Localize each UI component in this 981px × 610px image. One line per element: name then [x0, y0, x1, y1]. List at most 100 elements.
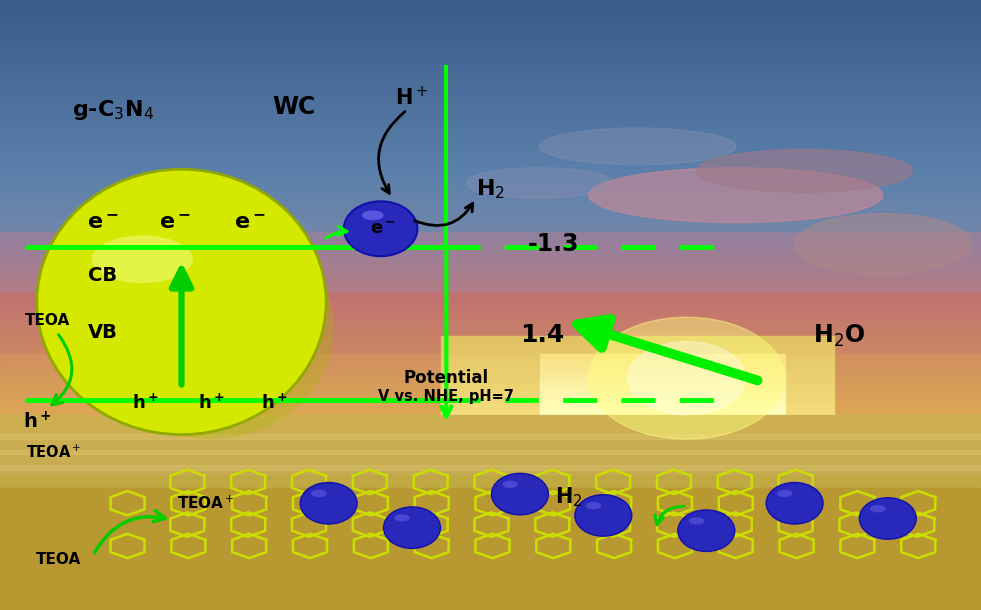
Bar [441, 390, 834, 395]
Bar [0, 205, 981, 208]
Ellipse shape [37, 169, 326, 434]
Bar [0, 347, 981, 350]
Bar [0, 304, 981, 307]
Bar [0, 419, 981, 422]
Bar [0, 330, 981, 332]
Text: $\mathbf{e^-}$: $\mathbf{e^-}$ [234, 213, 266, 232]
Bar [0, 309, 981, 312]
Bar [0, 297, 981, 300]
Bar [0, 64, 981, 68]
Bar [0, 382, 981, 385]
Bar [441, 409, 834, 414]
Bar [0, 525, 981, 530]
Ellipse shape [466, 168, 613, 198]
Bar [0, 269, 981, 271]
Bar [0, 358, 981, 361]
Bar [0, 321, 981, 324]
Bar [0, 90, 981, 94]
Bar [540, 374, 785, 378]
Bar [0, 475, 981, 479]
Text: VB: VB [88, 323, 118, 342]
Bar [0, 174, 981, 176]
Bar [0, 292, 981, 295]
Bar [0, 414, 981, 417]
Text: H$_2$: H$_2$ [476, 178, 505, 201]
Bar [0, 431, 981, 434]
Ellipse shape [777, 490, 793, 497]
FancyArrowPatch shape [577, 319, 757, 381]
Bar [0, 188, 981, 191]
Bar [441, 381, 834, 386]
Bar [441, 400, 834, 404]
Bar [0, 357, 981, 359]
Text: -1.3: -1.3 [528, 232, 579, 256]
Bar [0, 544, 981, 549]
Bar [0, 479, 981, 483]
Bar [0, 541, 981, 546]
Bar [0, 511, 981, 515]
Bar [0, 553, 981, 559]
Text: $\mathbf{h^+}$: $\mathbf{h^+}$ [197, 393, 225, 412]
Bar [0, 542, 981, 547]
Bar [441, 422, 834, 427]
Ellipse shape [343, 201, 418, 256]
Bar [441, 367, 834, 372]
Bar [0, 581, 981, 587]
Bar [0, 520, 981, 525]
Bar [0, 362, 981, 365]
Bar [0, 254, 981, 257]
Bar [0, 327, 981, 330]
Bar [0, 428, 981, 432]
Text: $\mathbf{h^+}$: $\mathbf{h^+}$ [23, 412, 52, 432]
Bar [0, 458, 981, 462]
Ellipse shape [394, 514, 410, 522]
Bar [0, 559, 981, 564]
Bar [0, 263, 981, 266]
Bar [0, 253, 981, 256]
Bar [0, 423, 981, 428]
Bar [0, 476, 981, 610]
Text: $\mathbf{h^+}$: $\mathbf{h^+}$ [261, 393, 288, 412]
Ellipse shape [540, 128, 736, 165]
Ellipse shape [502, 481, 518, 488]
Bar [0, 480, 981, 485]
Text: $\mathbf{e^-}$: $\mathbf{e^-}$ [159, 213, 190, 232]
Bar [0, 231, 981, 234]
Bar [0, 440, 981, 445]
Bar [0, 248, 981, 251]
Bar [540, 407, 785, 411]
Bar [441, 354, 834, 359]
Bar [0, 278, 981, 280]
Ellipse shape [88, 214, 334, 439]
Bar [0, 496, 981, 500]
Circle shape [628, 342, 746, 415]
Bar [0, 450, 981, 454]
Bar [0, 239, 981, 242]
Bar [0, 564, 981, 570]
Bar [0, 354, 981, 357]
Bar [441, 358, 834, 363]
Bar [0, 310, 981, 313]
Bar [0, 306, 981, 309]
Bar [0, 132, 981, 137]
Text: Potential: Potential [404, 369, 489, 387]
Bar [0, 179, 981, 182]
Bar [540, 358, 785, 362]
Bar [0, 353, 981, 356]
Bar [0, 145, 981, 149]
Bar [0, 470, 981, 475]
Bar [0, 30, 981, 34]
Bar [0, 466, 981, 470]
Bar [0, 385, 981, 388]
Bar [0, 222, 981, 225]
Bar [0, 141, 981, 145]
Bar [0, 111, 981, 115]
Bar [0, 73, 981, 77]
Bar [0, 408, 981, 411]
Bar [0, 570, 981, 576]
Bar [0, 359, 981, 362]
Bar [0, 415, 981, 419]
Bar [0, 300, 981, 303]
Bar [0, 495, 981, 500]
Bar [0, 350, 981, 353]
